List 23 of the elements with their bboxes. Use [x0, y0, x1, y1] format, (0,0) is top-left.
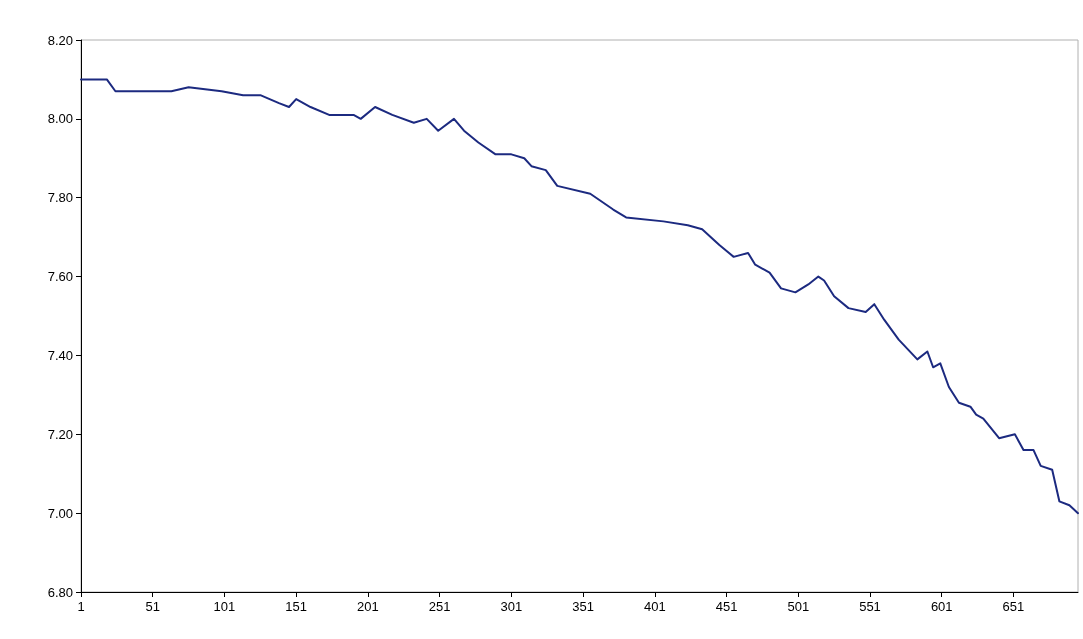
- y-tick-label: 7.00: [47, 505, 73, 521]
- x-tick-label: 401: [643, 599, 666, 614]
- y-tick-label: 8.00: [47, 111, 73, 127]
- y-tick-label: 6.80: [47, 584, 73, 600]
- y-tick-label: 7.40: [47, 347, 73, 363]
- x-tick-label: 51: [145, 599, 160, 614]
- x-tick-label: 1: [77, 599, 85, 614]
- y-tick-label: 8.20: [47, 32, 73, 48]
- y-tick-label: 7.80: [47, 190, 73, 206]
- x-tick-label: 601: [930, 599, 953, 614]
- x-tick-label: 101: [213, 599, 236, 614]
- x-tick-label: 651: [1002, 599, 1025, 614]
- x-tick-label: 251: [428, 599, 451, 614]
- y-tick-label: 7.60: [47, 269, 73, 285]
- line-series: [80, 78, 1079, 515]
- x-tick-label: 551: [859, 599, 881, 614]
- x-tick-label: 151: [285, 599, 308, 614]
- x-tick-label: 451: [715, 599, 738, 614]
- x-tick-label: 301: [500, 599, 523, 614]
- y-tick-label: 7.20: [47, 426, 73, 442]
- x-tick-label: 351: [572, 599, 594, 614]
- x-tick-label: 201: [357, 599, 379, 614]
- x-tick-label: 501: [787, 599, 810, 614]
